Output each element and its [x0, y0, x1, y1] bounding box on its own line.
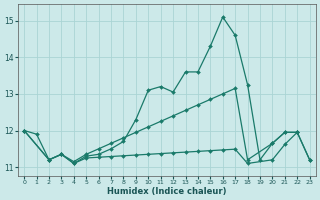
X-axis label: Humidex (Indice chaleur): Humidex (Indice chaleur) — [107, 187, 227, 196]
